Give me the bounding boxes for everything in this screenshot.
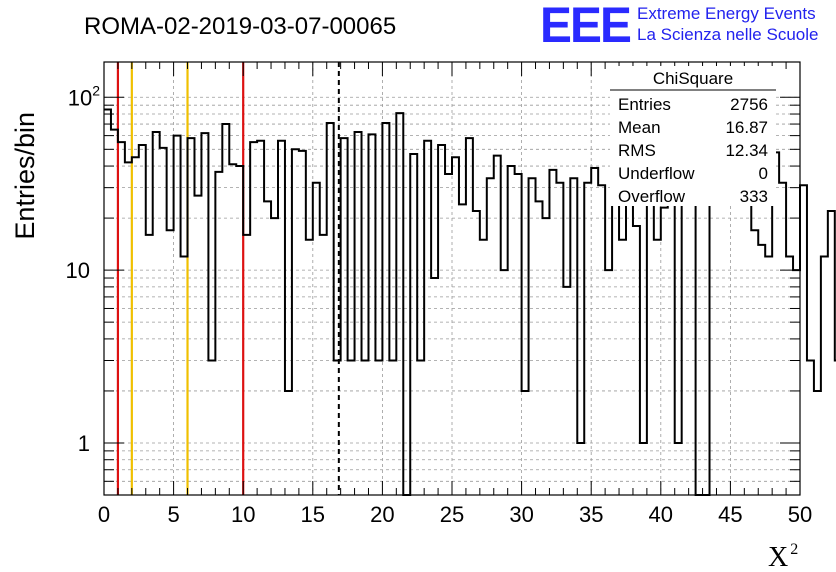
x-tick-label: 30: [509, 502, 533, 527]
x-tick-label: 10: [231, 502, 255, 527]
stats-box-title: ChiSquare: [653, 69, 733, 88]
stats-box-background: [610, 66, 776, 206]
y-tick-label: 1: [78, 431, 90, 456]
eee-logo: EEE: [540, 0, 631, 53]
stats-label-rms: RMS: [618, 141, 656, 160]
y-axis-title: Entries/bin: [10, 112, 40, 240]
y-tick-labels: 1 10 102: [66, 82, 101, 456]
stats-value-rms: 12.34: [725, 141, 768, 160]
stats-label-entries: Entries: [618, 95, 671, 114]
x-tick-label: 25: [440, 502, 464, 527]
y-tick-label: 102: [68, 82, 100, 110]
stats-value-entries: 2756: [730, 95, 768, 114]
stats-label-overflow: Overflow: [618, 187, 686, 206]
stats-value-overflow: 333: [740, 187, 768, 206]
x-tick-labels: 0 5 10 15 20 25 30 35 40 45 50: [98, 502, 812, 527]
histogram-steps: [104, 108, 836, 496]
x-tick-label: 35: [579, 502, 603, 527]
x-tick-label: 45: [718, 502, 742, 527]
x-tick-label: 15: [301, 502, 325, 527]
x-tick-label: 40: [649, 502, 673, 527]
org-name-line1: Extreme Energy Events: [637, 4, 816, 23]
x-tick-label: 5: [167, 502, 179, 527]
x-tick-label: 0: [98, 502, 110, 527]
stats-value-underflow: 0: [759, 164, 768, 183]
stats-label-underflow: Underflow: [618, 164, 695, 183]
stats-value-mean: 16.87: [725, 118, 768, 137]
x-axis-title-base: X: [768, 542, 788, 572]
chart-title: ROMA-02-2019-03-07-00065: [84, 13, 396, 40]
stats-box: ChiSquare Entries 2756 Mean 16.87 RMS 12…: [610, 66, 776, 206]
stats-label-mean: Mean: [618, 118, 661, 137]
x-tick-label: 20: [370, 502, 394, 527]
x-axis-title-superscript: 2: [790, 541, 798, 558]
y-tick-label: 10: [66, 258, 90, 283]
histogram-series: [104, 108, 836, 496]
x-tick-label: 50: [788, 502, 812, 527]
org-name-line2: La Scienza nelle Scuole: [637, 25, 818, 44]
grid-lines: [104, 62, 800, 495]
